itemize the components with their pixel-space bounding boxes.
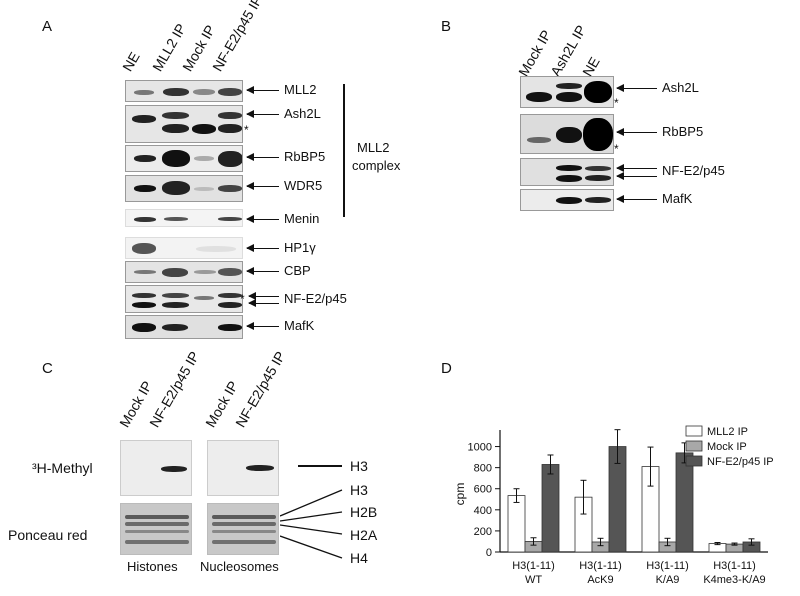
y-axis-label: cpm bbox=[453, 483, 467, 506]
x-tick-sublabel: K/A9 bbox=[656, 574, 680, 586]
bar bbox=[675, 452, 694, 553]
blot-menin bbox=[125, 209, 243, 227]
panel-d-chart: 0 200 400 600 800 1000 cpm H3(1-11) WT H3(1-11) Ac… bbox=[453, 425, 774, 586]
blot-b-nfe2-p45 bbox=[520, 158, 614, 186]
histone-band-h2b: H2B bbox=[350, 504, 378, 520]
h3-methyl-label: H3 bbox=[350, 458, 368, 474]
h3-pointer-line bbox=[298, 465, 342, 467]
row-label-hp1-gamma: HP1γ bbox=[284, 240, 316, 255]
legend-swatch bbox=[685, 425, 703, 437]
y-tick-label: 200 bbox=[474, 526, 492, 538]
x-tick-sublabel: AcK9 bbox=[587, 574, 613, 586]
y-tick-label: 0 bbox=[486, 547, 492, 559]
blot-b-ash2l bbox=[520, 76, 614, 108]
nonspecific-star-b-rbbp5: * bbox=[614, 142, 619, 156]
row-label-cbp: CBP bbox=[284, 263, 311, 278]
arrow-ash2l bbox=[246, 110, 279, 118]
row-label-wdr5: WDR5 bbox=[284, 178, 323, 193]
row-label-b-nfe2-p45: NF-E2/p45 bbox=[662, 163, 725, 178]
histone-band-h3: H3 bbox=[350, 482, 368, 498]
x-tick-label: H3(1-11) bbox=[512, 560, 555, 572]
histone-band-h2a: H2A bbox=[350, 527, 378, 543]
lane-label-c-nfe2-ip-histones: NF-E2/p45 IP bbox=[146, 348, 203, 430]
legend-label: MLL2 IP bbox=[707, 426, 748, 438]
lane-label-nfe2-ip: NF-E2/p45 IP bbox=[209, 0, 266, 74]
nonspecific-star-ash2l: * bbox=[244, 123, 249, 137]
blot-ash2l bbox=[125, 105, 243, 143]
complex-bracket bbox=[343, 84, 345, 217]
row-label-rbbp5: RbBP5 bbox=[284, 149, 326, 164]
arrow-nfe2-lower bbox=[248, 299, 279, 307]
arrow-b-rbbp5 bbox=[616, 128, 657, 136]
bar bbox=[541, 464, 560, 553]
row-label-mafk: MafK bbox=[284, 318, 315, 333]
blot-nfe2-p45 bbox=[125, 285, 243, 313]
blot-cbp bbox=[125, 261, 243, 283]
y-tick-label: 1000 bbox=[468, 442, 492, 454]
x-tick-sublabel: K4me3-K/A9 bbox=[703, 574, 765, 586]
panel-label-c: C bbox=[42, 360, 53, 377]
legend-swatch bbox=[685, 455, 703, 467]
blot-c-ponceau-histones bbox=[120, 503, 192, 555]
blot-b-rbbp5 bbox=[520, 114, 614, 154]
blot-rbbp5 bbox=[125, 145, 243, 172]
arrow-cbp bbox=[246, 267, 279, 275]
blot-c-methyl-nucleosomes bbox=[207, 440, 279, 496]
blot-b-mafk bbox=[520, 189, 614, 211]
panel-label-b: B bbox=[441, 18, 452, 35]
histone-pointer-lines bbox=[280, 489, 343, 559]
nonspecific-star-nfe2: * bbox=[240, 292, 245, 306]
arrow-rbbp5 bbox=[246, 153, 279, 161]
blot-c-ponceau-nucleosomes bbox=[207, 503, 279, 555]
lane-label-ne: NE bbox=[119, 49, 143, 74]
row-label-b-rbbp5: RbBP5 bbox=[662, 124, 704, 139]
blot-mafk bbox=[125, 315, 243, 339]
lane-label-c-nfe2-ip-nucleosomes: NF-E2/p45 IP bbox=[232, 348, 289, 430]
legend-swatch bbox=[685, 440, 703, 452]
panel-label-d: D bbox=[441, 360, 452, 377]
arrow-hp1-gamma bbox=[246, 244, 279, 252]
arrow-nfe2-upper bbox=[248, 292, 279, 300]
row-label-mll2: MLL2 bbox=[284, 82, 317, 97]
arrow-b-ash2l bbox=[616, 84, 657, 92]
legend-label: Mock IP bbox=[707, 441, 747, 453]
row-label-b-mafk: MafK bbox=[662, 191, 693, 206]
blot-c-methyl-histones bbox=[120, 440, 192, 496]
ponceau-label: Ponceau red bbox=[8, 527, 88, 543]
blot-wdr5 bbox=[125, 175, 243, 202]
row-label-ash2l: Ash2L bbox=[284, 106, 321, 121]
x-tick-label: H3(1-11) bbox=[646, 560, 689, 572]
row-label-nfe2-p45: NF-E2/p45 bbox=[284, 291, 347, 306]
arrow-menin bbox=[246, 215, 279, 223]
y-tick-label: 800 bbox=[474, 463, 492, 475]
nucleosomes-label: Nucleosomes bbox=[200, 559, 279, 574]
nonspecific-star-b-ash2l: * bbox=[614, 96, 619, 110]
histone-band-h4: H4 bbox=[350, 550, 368, 566]
y-tick-label: 600 bbox=[474, 484, 492, 496]
bar bbox=[507, 495, 526, 553]
row-label-b-ash2l: Ash2L bbox=[662, 80, 699, 95]
methyl-label: ³H-Methyl bbox=[32, 460, 93, 476]
blot-hp1-gamma bbox=[125, 237, 243, 259]
histones-label: Histones bbox=[127, 559, 178, 574]
blot-mll2 bbox=[125, 80, 243, 102]
panel-label-a: A bbox=[42, 18, 53, 35]
arrow-mll2 bbox=[246, 86, 279, 94]
complex-label-line1: MLL2 bbox=[357, 140, 390, 155]
legend-label: NF-E2/p45 IP bbox=[707, 456, 774, 468]
x-tick-label: H3(1-11) bbox=[579, 560, 622, 572]
arrow-b-nfe2-lower bbox=[616, 172, 657, 180]
arrow-mafk bbox=[246, 322, 279, 330]
y-tick-label: 400 bbox=[474, 505, 492, 517]
x-tick-sublabel: WT bbox=[525, 574, 542, 586]
x-tick-label: H3(1-11) bbox=[713, 560, 756, 572]
arrow-b-mafk bbox=[616, 195, 657, 203]
complex-label-line2: complex bbox=[352, 158, 401, 173]
row-label-menin: Menin bbox=[284, 211, 320, 226]
arrow-b-nfe2-upper bbox=[616, 164, 657, 172]
arrow-wdr5 bbox=[246, 182, 279, 190]
